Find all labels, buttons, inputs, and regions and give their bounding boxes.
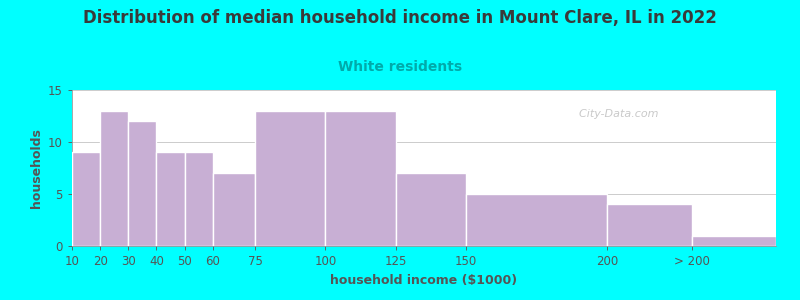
Bar [396, 173, 466, 246]
Bar [691, 236, 776, 246]
Bar [607, 204, 691, 246]
Bar [100, 111, 128, 246]
X-axis label: household income ($1000): household income ($1000) [330, 274, 518, 286]
Text: City-Data.com: City-Data.com [572, 109, 658, 119]
Bar [466, 194, 607, 246]
Bar [128, 121, 157, 246]
Text: Distribution of median household income in Mount Clare, IL in 2022: Distribution of median household income … [83, 9, 717, 27]
Bar [213, 173, 255, 246]
Bar [72, 152, 100, 246]
Y-axis label: households: households [30, 128, 42, 208]
Bar [185, 152, 213, 246]
Bar [157, 152, 185, 246]
Bar [255, 111, 326, 246]
Bar [326, 111, 396, 246]
Text: White residents: White residents [338, 60, 462, 74]
